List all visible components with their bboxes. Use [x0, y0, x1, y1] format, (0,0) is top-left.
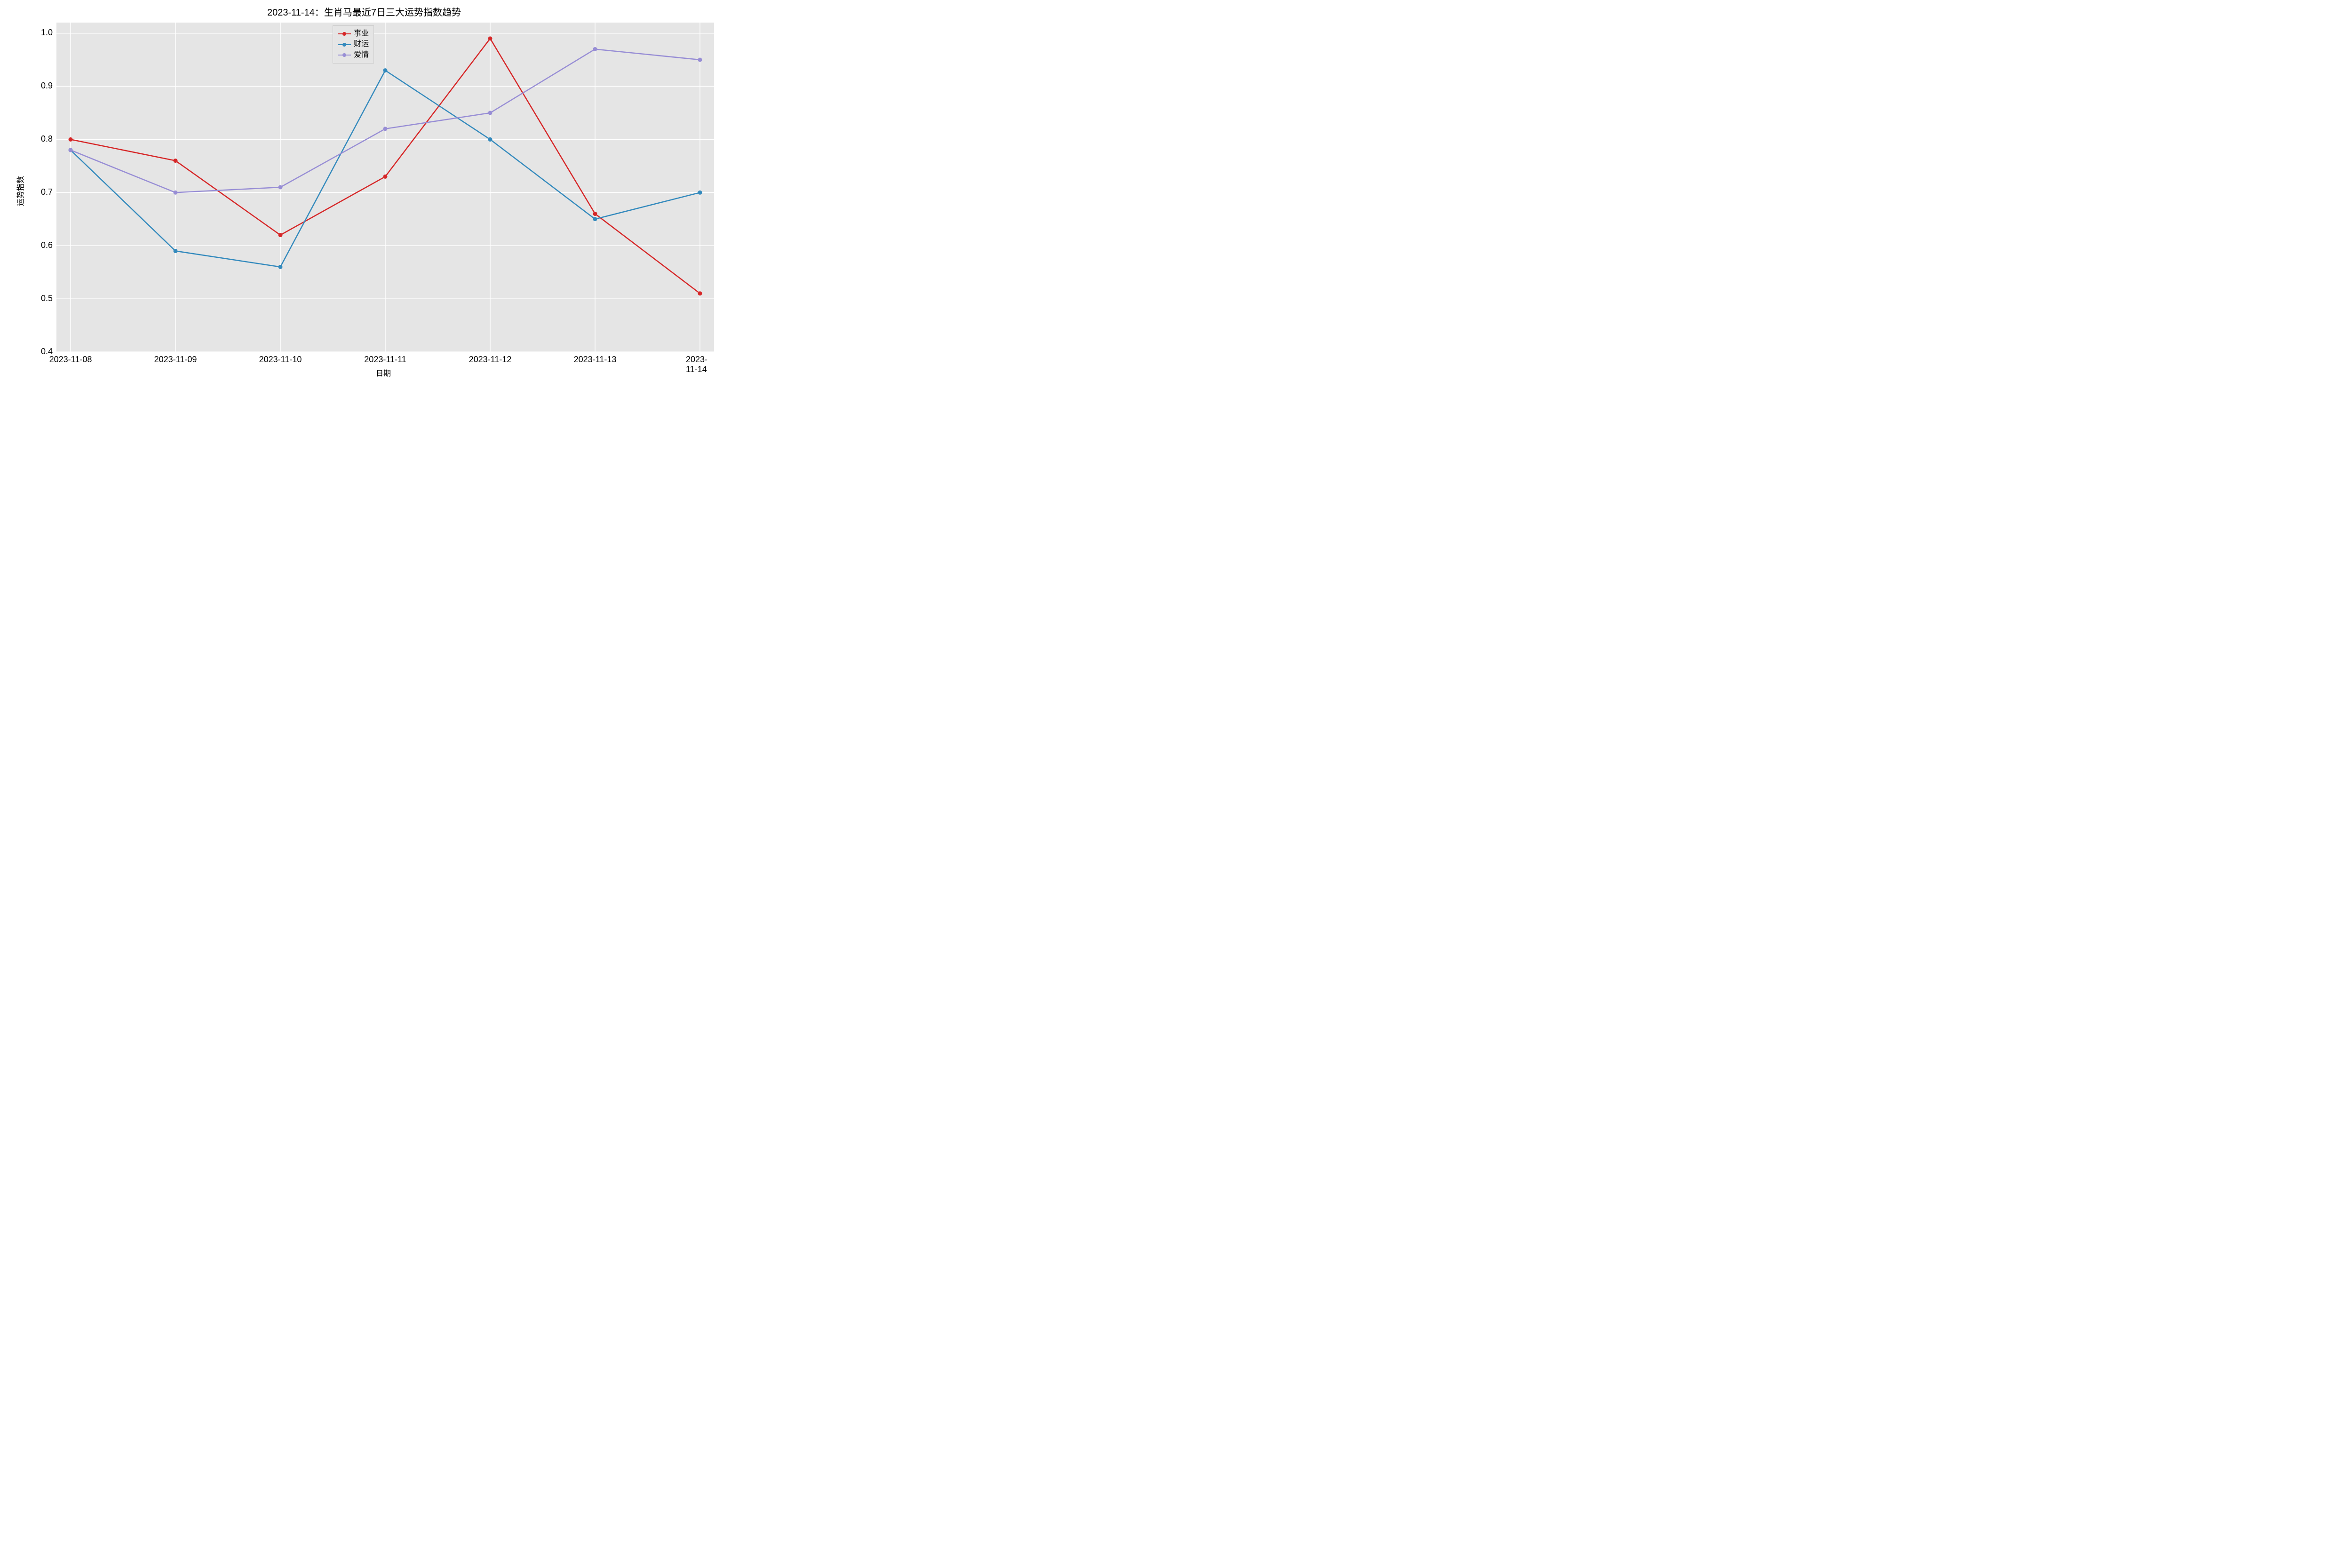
legend-item: 爱情: [338, 50, 369, 60]
plot-svg: [56, 23, 714, 352]
legend: 事业财运爱情: [333, 25, 374, 64]
y-tick-label: 0.6: [41, 240, 53, 250]
y-tick-label: 1.0: [41, 28, 53, 38]
legend-label: 事业: [354, 29, 369, 39]
x-tick-label: 2023-11-09: [154, 355, 197, 365]
legend-label: 财运: [354, 39, 369, 49]
x-axis-label: 日期: [376, 367, 391, 378]
y-tick-label: 0.8: [41, 134, 53, 144]
chart-container: 2023-11-14：生肖马最近7日三大运势指数趋势 运势指数 日期 事业财运爱…: [0, 0, 728, 392]
x-tick-label: 2023-11-11: [364, 355, 406, 365]
legend-label: 爱情: [354, 50, 369, 60]
y-tick-label: 0.9: [41, 81, 53, 91]
x-tick-label: 2023-11-10: [259, 355, 302, 365]
y-tick-label: 0.7: [41, 187, 53, 197]
y-tick-label: 0.5: [41, 294, 53, 303]
x-tick-label: 2023-11-08: [49, 355, 92, 365]
legend-item: 事业: [338, 29, 369, 39]
chart-title: 2023-11-14：生肖马最近7日三大运势指数趋势: [0, 5, 728, 18]
legend-item: 财运: [338, 39, 369, 49]
x-tick-label: 2023-11-14: [686, 355, 714, 374]
y-axis-label: 运势指数: [14, 176, 25, 206]
x-tick-label: 2023-11-12: [469, 355, 512, 365]
x-tick-label: 2023-11-13: [574, 355, 617, 365]
